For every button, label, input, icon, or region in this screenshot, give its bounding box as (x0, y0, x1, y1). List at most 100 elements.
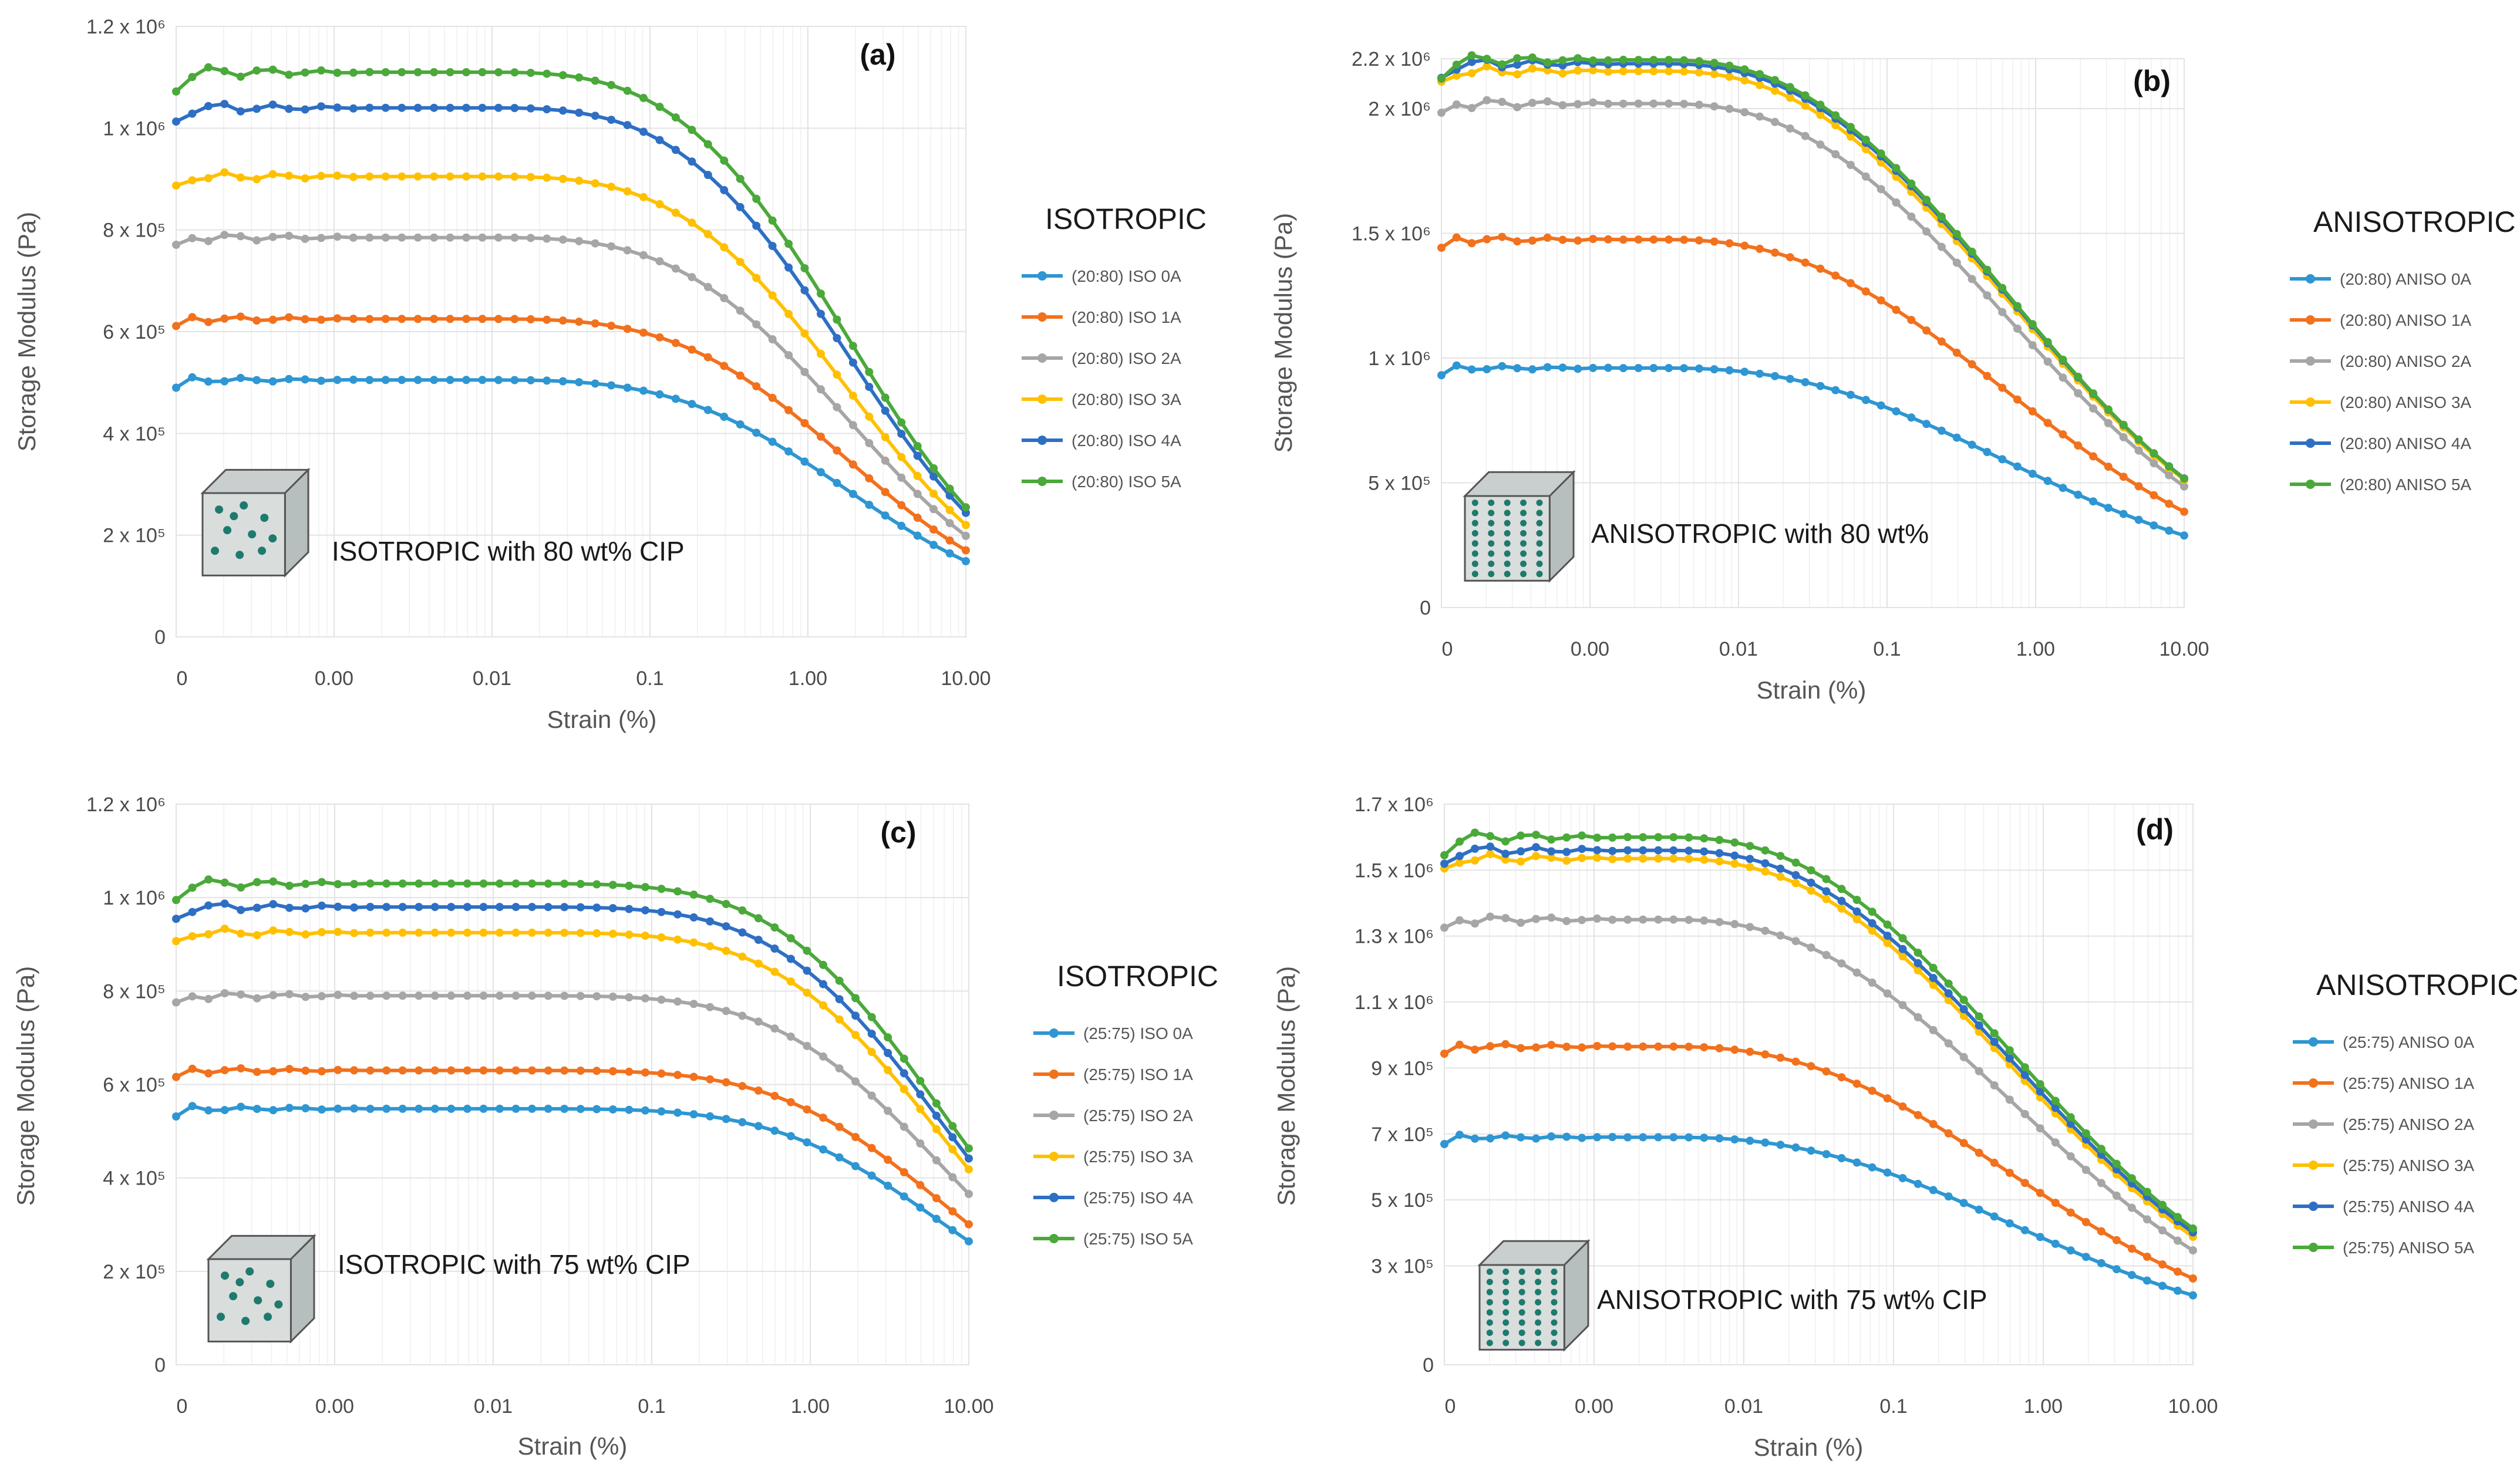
data-point (413, 315, 422, 323)
data-point (720, 362, 729, 370)
data-point (1685, 1043, 1693, 1051)
legend-label: (25:75) ANISO 5A (2343, 1239, 2474, 1257)
legend-entry: (20:80) ISO 0A (1022, 267, 1181, 285)
data-point (945, 519, 954, 528)
data-point (784, 351, 793, 360)
data-point (770, 923, 779, 932)
data-point (1998, 455, 2007, 464)
data-point (948, 1122, 957, 1131)
data-point (237, 883, 245, 892)
data-point (819, 1114, 827, 1122)
data-point (932, 1156, 941, 1165)
legend-entry: (25:75) ISO 2A (1033, 1106, 1193, 1125)
data-point (397, 315, 406, 323)
data-point (236, 232, 245, 241)
data-point (415, 1104, 423, 1113)
data-point (1907, 316, 1916, 325)
data-point (706, 1075, 715, 1084)
data-point (510, 376, 519, 384)
data-point (447, 879, 456, 888)
data-point (2081, 1217, 2090, 1226)
panel-label: (c) (880, 816, 916, 849)
data-point (1608, 1133, 1617, 1141)
data-point (1715, 1044, 1724, 1052)
data-point (381, 315, 390, 323)
data-point (1730, 838, 1739, 847)
data-point (1665, 364, 1673, 372)
data-point (236, 72, 245, 81)
data-point (544, 1104, 552, 1113)
data-point (1837, 1154, 1846, 1162)
data-point (688, 273, 696, 282)
legend-title: ANISOTROPIC (2313, 205, 2515, 238)
data-point (1801, 91, 1810, 100)
data-point (544, 903, 552, 912)
data-point (1471, 919, 1479, 928)
data-point (655, 103, 664, 111)
data-point (899, 1168, 908, 1176)
legend-label: (20:80) ISO 3A (1072, 390, 1181, 409)
data-point (1807, 886, 1815, 895)
data-point (768, 335, 777, 343)
data-point (2089, 497, 2098, 506)
data-point (172, 1112, 180, 1121)
data-point (1513, 237, 1522, 246)
data-point (1807, 1146, 1815, 1155)
data-point (1558, 56, 1567, 65)
data-point (1639, 854, 1648, 863)
data-point (722, 1007, 730, 1016)
data-point (2142, 1188, 2151, 1196)
data-point (285, 171, 294, 180)
data-point (689, 1072, 698, 1081)
data-point (641, 1068, 649, 1077)
data-point (1952, 433, 1961, 442)
data-point (1634, 364, 1643, 372)
data-point (1776, 931, 1785, 940)
data-point (1746, 855, 1754, 863)
data-point (1619, 67, 1628, 76)
data-point (1639, 1042, 1648, 1051)
data-point (784, 263, 793, 272)
data-point (1685, 833, 1693, 842)
data-point (220, 231, 229, 239)
x-tick-label: 0.00 (315, 1395, 354, 1418)
data-point (770, 1092, 779, 1100)
data-point (671, 264, 680, 273)
data-point (2104, 463, 2113, 471)
isotropic-cube-icon (206, 1233, 316, 1344)
data-point (786, 977, 795, 986)
data-point (1746, 923, 1754, 932)
legend-entry: (25:75) ANISO 5A (2293, 1239, 2474, 1257)
legend-entry: (20:80) ANISO 4A (2290, 434, 2471, 453)
data-point (706, 895, 715, 903)
data-point (1574, 54, 1582, 63)
data-point (867, 1048, 876, 1057)
data-point (1578, 1133, 1586, 1142)
data-point (1700, 834, 1709, 843)
data-point (673, 935, 682, 944)
data-point (397, 233, 406, 242)
data-point (2104, 405, 2113, 414)
data-point (639, 251, 648, 259)
data-point (560, 879, 569, 888)
data-point (1730, 859, 1739, 868)
data-point (965, 1190, 973, 1198)
data-point (1831, 150, 1840, 158)
data-point (786, 954, 795, 963)
data-point (688, 400, 696, 409)
data-point (382, 1066, 391, 1075)
data-point (1771, 86, 1779, 95)
data-point (188, 1064, 197, 1073)
data-point (2066, 1208, 2075, 1217)
data-point (1513, 364, 1522, 373)
data-point (269, 1067, 278, 1075)
data-point (1680, 56, 1689, 65)
data-point (544, 1066, 552, 1075)
data-point (1944, 1192, 1953, 1201)
data-point (2165, 527, 2174, 535)
data-point (1771, 248, 1779, 257)
data-point (350, 991, 359, 1000)
data-point (1452, 233, 1461, 242)
data-point (575, 109, 584, 117)
y-tick-label: 2 x 10⁵ (103, 1261, 166, 1283)
